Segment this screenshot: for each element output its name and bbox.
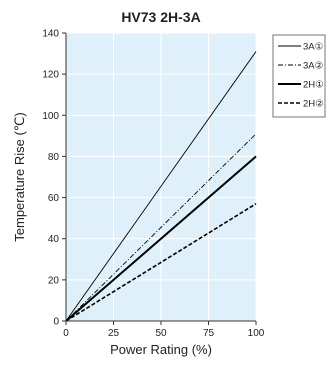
legend-label: 3A① [303,42,323,53]
series-line [65,155,257,322]
grid-lines [65,32,257,322]
y-tick-label: 120 [42,70,59,81]
series-lines [65,51,257,322]
x-tick-label: 25 [108,328,120,339]
series-line [65,133,257,322]
series-line [65,203,257,322]
x-tick-label: 75 [203,328,215,339]
y-tick-label: 140 [42,29,59,40]
y-tick-label: 100 [42,111,59,122]
y-tick-label: 80 [48,152,60,163]
y-tick-label: 0 [53,317,59,328]
x-tick-label: 0 [63,328,69,339]
legend-label: 3A② [303,61,323,72]
y-tick-label: 40 [48,234,60,245]
y-tick-label: 60 [48,193,60,204]
x-axis-label: Power Rating (%) [110,342,212,357]
series-line [65,51,257,322]
x-tick-label: 100 [248,328,265,339]
y-tick-label: 20 [48,275,60,286]
chart-title: HV73 2H-3A [121,9,200,25]
x-tick-label: 50 [155,328,167,339]
x-tick-labels: 0 25 50 75 100 [63,321,265,339]
legend-label: 2H② [303,99,324,110]
legend: 3A① 3A② 2H① 2H② [272,34,326,118]
y-tick-labels: 0 20 40 60 80 100 120 140 [42,29,66,328]
y-axis-label: Temperature Rise (℃) [12,112,27,241]
legend-label: 2H① [303,80,324,91]
